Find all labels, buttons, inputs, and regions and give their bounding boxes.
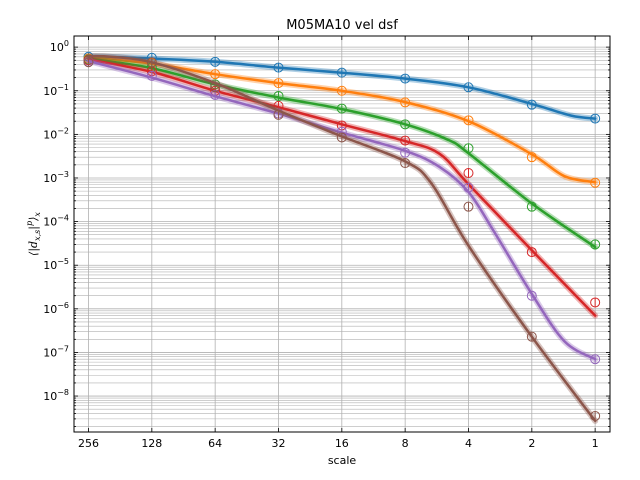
series-1: [83, 51, 601, 124]
y-tick-label: 10−6: [43, 301, 69, 316]
series-5-marker: [146, 70, 157, 81]
series-1-marker: [210, 56, 221, 67]
series-6-marker: [146, 57, 157, 68]
series-1-line: [87, 54, 597, 120]
series-2-marker: [336, 85, 347, 96]
x-tick-label: 128: [141, 437, 162, 450]
x-tick-label: 8: [402, 437, 409, 450]
series-2-marker: [273, 78, 284, 89]
series-2-marker: [590, 177, 601, 188]
x-tick-label: 64: [208, 437, 222, 450]
series-6-marker: [210, 82, 221, 93]
series-5-marker: [526, 290, 537, 301]
series-5-marker: [400, 147, 411, 158]
series-4-marker: [463, 168, 474, 179]
series-1-marker: [590, 113, 601, 124]
x-tick-label: 1: [592, 437, 599, 450]
series-4-marker: [526, 247, 537, 258]
series-3-marker: [273, 90, 284, 101]
y-tick-label: 10−4: [43, 214, 69, 229]
series-3-marker: [590, 239, 601, 250]
series-2-line: [87, 56, 597, 184]
series-6-marker: [463, 201, 474, 212]
series-1-marker: [526, 99, 537, 110]
x-tick-label: 32: [271, 437, 285, 450]
series-3-marker: [336, 103, 347, 114]
series-3-marker: [463, 143, 474, 154]
series-6-marker: [400, 158, 411, 169]
series-2-marker: [526, 152, 537, 163]
series-6-marker: [273, 109, 284, 120]
y-tick-label: 10−1: [43, 83, 69, 98]
x-tick-label: 16: [335, 437, 349, 450]
series-4-marker: [400, 135, 411, 146]
series-6-marker: [590, 410, 601, 421]
ticks: [74, 36, 610, 432]
x-tick-label: 2: [528, 437, 535, 450]
y-tick-label: 10−8: [43, 388, 69, 403]
series-1-marker: [336, 67, 347, 78]
series-1-marker: [400, 73, 411, 84]
series-6-marker: [83, 57, 94, 68]
series-3-line: [87, 57, 597, 249]
y-tick-label: 10−7: [43, 344, 69, 359]
series-1-marker: [463, 82, 474, 93]
series-2-marker: [463, 115, 474, 126]
series-5-marker: [463, 182, 474, 193]
series-2-marker: [400, 97, 411, 108]
series-3-marker: [400, 119, 411, 130]
series-5-marker: [590, 354, 601, 365]
series-6-line: [87, 54, 597, 423]
y-tick-label: 10−3: [43, 170, 69, 185]
y-tick-label: 100: [50, 39, 69, 54]
series-group: [83, 51, 601, 424]
chart-title: M05MA10 vel dsf: [286, 18, 398, 33]
y-axis-label-text: ⟨|dx,s|p⟩x: [25, 212, 42, 256]
series-6-marker: [336, 132, 347, 143]
x-axis-label: scale: [328, 454, 357, 467]
series-6: [83, 53, 601, 424]
y-tick-label: 10−5: [43, 257, 69, 272]
series-2-marker: [210, 69, 221, 80]
series-1-marker: [273, 62, 284, 73]
y-tick-label: 10−2: [43, 126, 69, 141]
series-4-line: [87, 58, 597, 317]
tick-labels: 256 128 64 32 16 8 4 2 1 100 10−1 10−2 10−3 10−4 10−5 1…: [43, 39, 598, 450]
series-6-marker: [526, 331, 537, 342]
series-3-marker: [526, 201, 537, 212]
series-4-marker: [590, 297, 601, 308]
x-tick-label: 256: [78, 437, 99, 450]
y-axis-label: ⟨|dx,s|p⟩x: [25, 212, 42, 256]
x-tick-label: 4: [465, 437, 472, 450]
